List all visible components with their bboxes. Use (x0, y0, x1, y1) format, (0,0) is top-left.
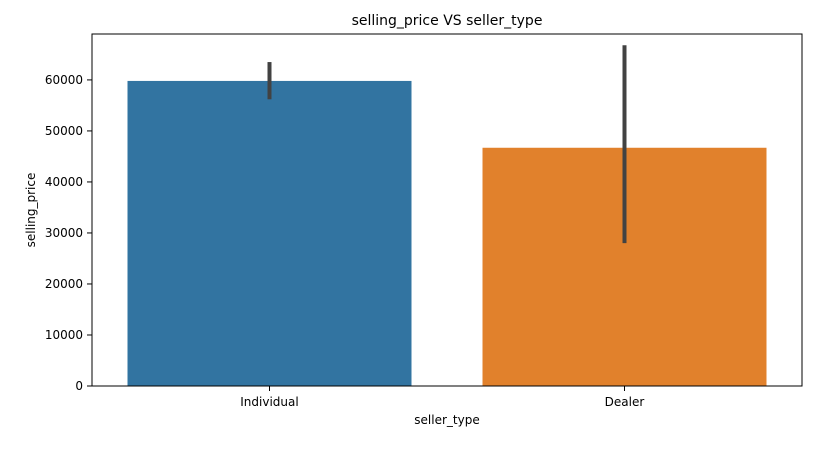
y-tick-label: 50000 (45, 124, 83, 138)
y-tick-label: 60000 (45, 73, 83, 87)
bar-individual (127, 80, 412, 386)
y-tick-label: 10000 (45, 328, 83, 342)
y-tick-label: 20000 (45, 277, 83, 291)
chart-title: selling_price VS seller_type (352, 13, 543, 29)
y-tick-label: 0 (75, 379, 83, 393)
y-tick-label: 40000 (45, 175, 83, 189)
y-tick-label: 30000 (45, 226, 83, 240)
x-tick-label: Dealer (605, 395, 645, 409)
x-tick-label: Individual (240, 395, 298, 409)
x-axis-label: seller_type (414, 413, 479, 427)
x-axis: Individual Dealer (240, 386, 644, 409)
plot-frame (91, 33, 803, 387)
y-axis-label: selling_price (24, 173, 38, 248)
y-axis: 0 10000 20000 30000 40000 50000 60000 (45, 73, 92, 393)
error-bars-group (267, 45, 627, 244)
bars-group (127, 80, 767, 386)
